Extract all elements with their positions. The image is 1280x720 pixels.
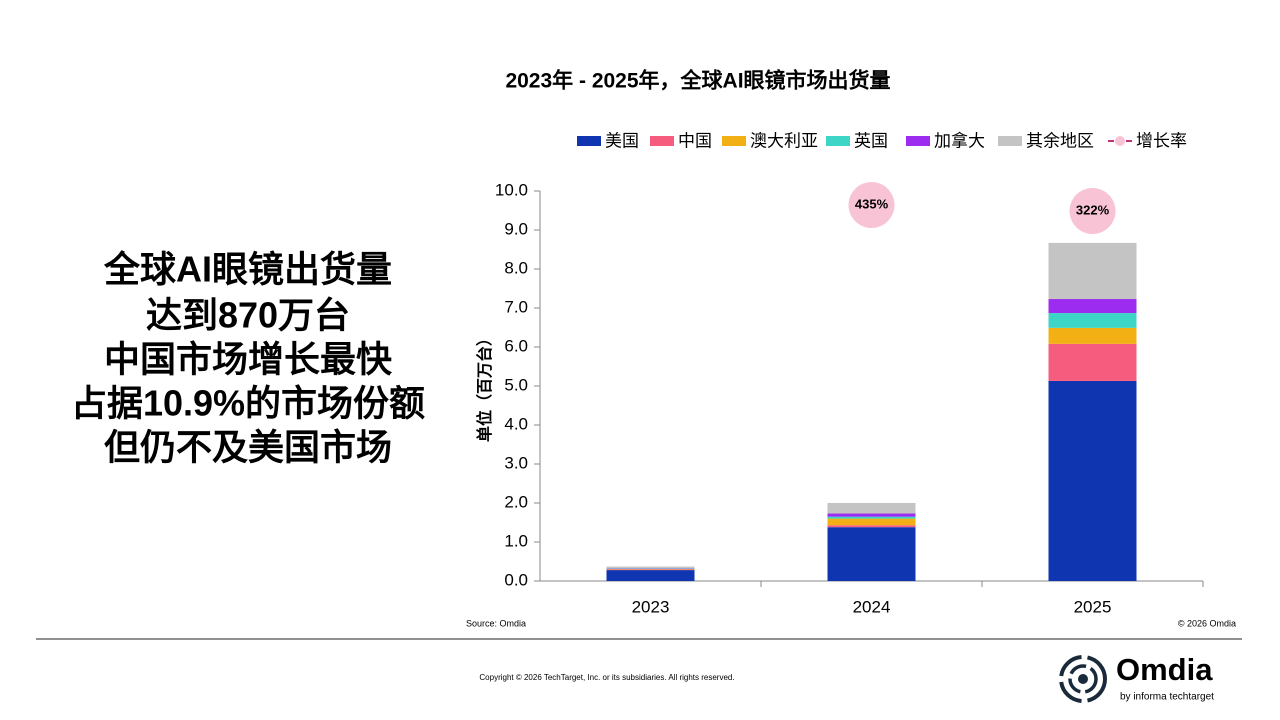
- bar-segment: [827, 527, 916, 581]
- y-tick-label: 3.0: [504, 453, 528, 472]
- legend-label: 其余地区: [1026, 131, 1094, 150]
- bar-segment: [1048, 299, 1137, 314]
- legend-swatch: [650, 136, 674, 146]
- logo-dot: [1078, 674, 1088, 684]
- legend-label: 英国: [854, 131, 888, 150]
- bar-segment: [1048, 343, 1137, 381]
- bar-segment: [1048, 327, 1137, 344]
- x-tick-label: 2024: [853, 597, 891, 616]
- bar-segment: [827, 518, 916, 526]
- headline: 全球AI眼镜出货量: [103, 249, 392, 290]
- legend-marker: [1115, 136, 1125, 146]
- growth-label: 322%: [1076, 202, 1110, 217]
- legend-swatch: [826, 136, 850, 146]
- legend-label: 中国: [678, 131, 712, 150]
- x-tick-label: 2023: [632, 597, 670, 616]
- logo-ring: [1068, 664, 1098, 694]
- bar-segment: [827, 503, 916, 514]
- headline: 中国市场增长最快: [104, 339, 393, 380]
- legend-label: 加拿大: [934, 130, 985, 150]
- bar-segment: [606, 566, 695, 569]
- headline: 达到870万台: [146, 295, 350, 336]
- y-tick-label: 1.0: [504, 531, 528, 550]
- growth-bubble: [1069, 188, 1116, 234]
- y-axis-label: 单位（百万台）: [475, 330, 494, 442]
- bar-segment: [606, 570, 695, 581]
- logo: Omdia by informa techtarget: [1059, 652, 1214, 703]
- legend-swatch: [906, 136, 930, 146]
- y-tick-label: 9.0: [504, 219, 528, 238]
- x-tick-label: 2025: [1074, 597, 1112, 616]
- y-tick-label: 2.0: [504, 492, 528, 511]
- y-tick-label: 6.0: [504, 336, 528, 355]
- y-tick-label: 10.0: [495, 180, 528, 199]
- y-tick-label: 4.0: [504, 414, 528, 433]
- bar-segment: [827, 513, 916, 517]
- y-tick-label: 8.0: [504, 258, 528, 277]
- logo-ring: [1059, 655, 1107, 703]
- legend-label: 美国: [605, 131, 639, 150]
- bar-segment: [606, 569, 695, 571]
- footer-copyright: Copyright © 2026 TechTarget, Inc. or its…: [479, 673, 734, 682]
- legend-swatch: [722, 136, 746, 146]
- source: Source: Omdia: [466, 618, 526, 628]
- bar-segment: [827, 516, 916, 519]
- legend-swatch: [998, 136, 1022, 146]
- chart-title: 2023年 - 2025年，全球AI眼镜市场出货量: [505, 69, 890, 93]
- bar-segment: [1048, 380, 1137, 581]
- headline: 但仍不及美国市场: [104, 427, 392, 468]
- y-tick-label: 7.0: [504, 297, 528, 316]
- logo-text: Omdia: [1116, 652, 1213, 687]
- y-tick-label: 5.0: [504, 375, 528, 394]
- headline: 占据10.9%的市场份额: [71, 383, 425, 424]
- legend-label: 澳大利亚: [750, 131, 818, 150]
- legend-label: 增长率: [1136, 131, 1187, 150]
- growth-label: 435%: [855, 196, 889, 211]
- legend-swatch: [577, 136, 601, 146]
- logo-sub: by informa techtarget: [1120, 692, 1214, 703]
- bar-segment: [827, 525, 916, 528]
- y-tick-label: 0.0: [504, 570, 528, 589]
- growth-bubble: [848, 182, 895, 228]
- bar-segment: [1048, 242, 1137, 300]
- bar-segment: [1048, 313, 1137, 328]
- chart-copyright: © 2026 Omdia: [1178, 618, 1236, 628]
